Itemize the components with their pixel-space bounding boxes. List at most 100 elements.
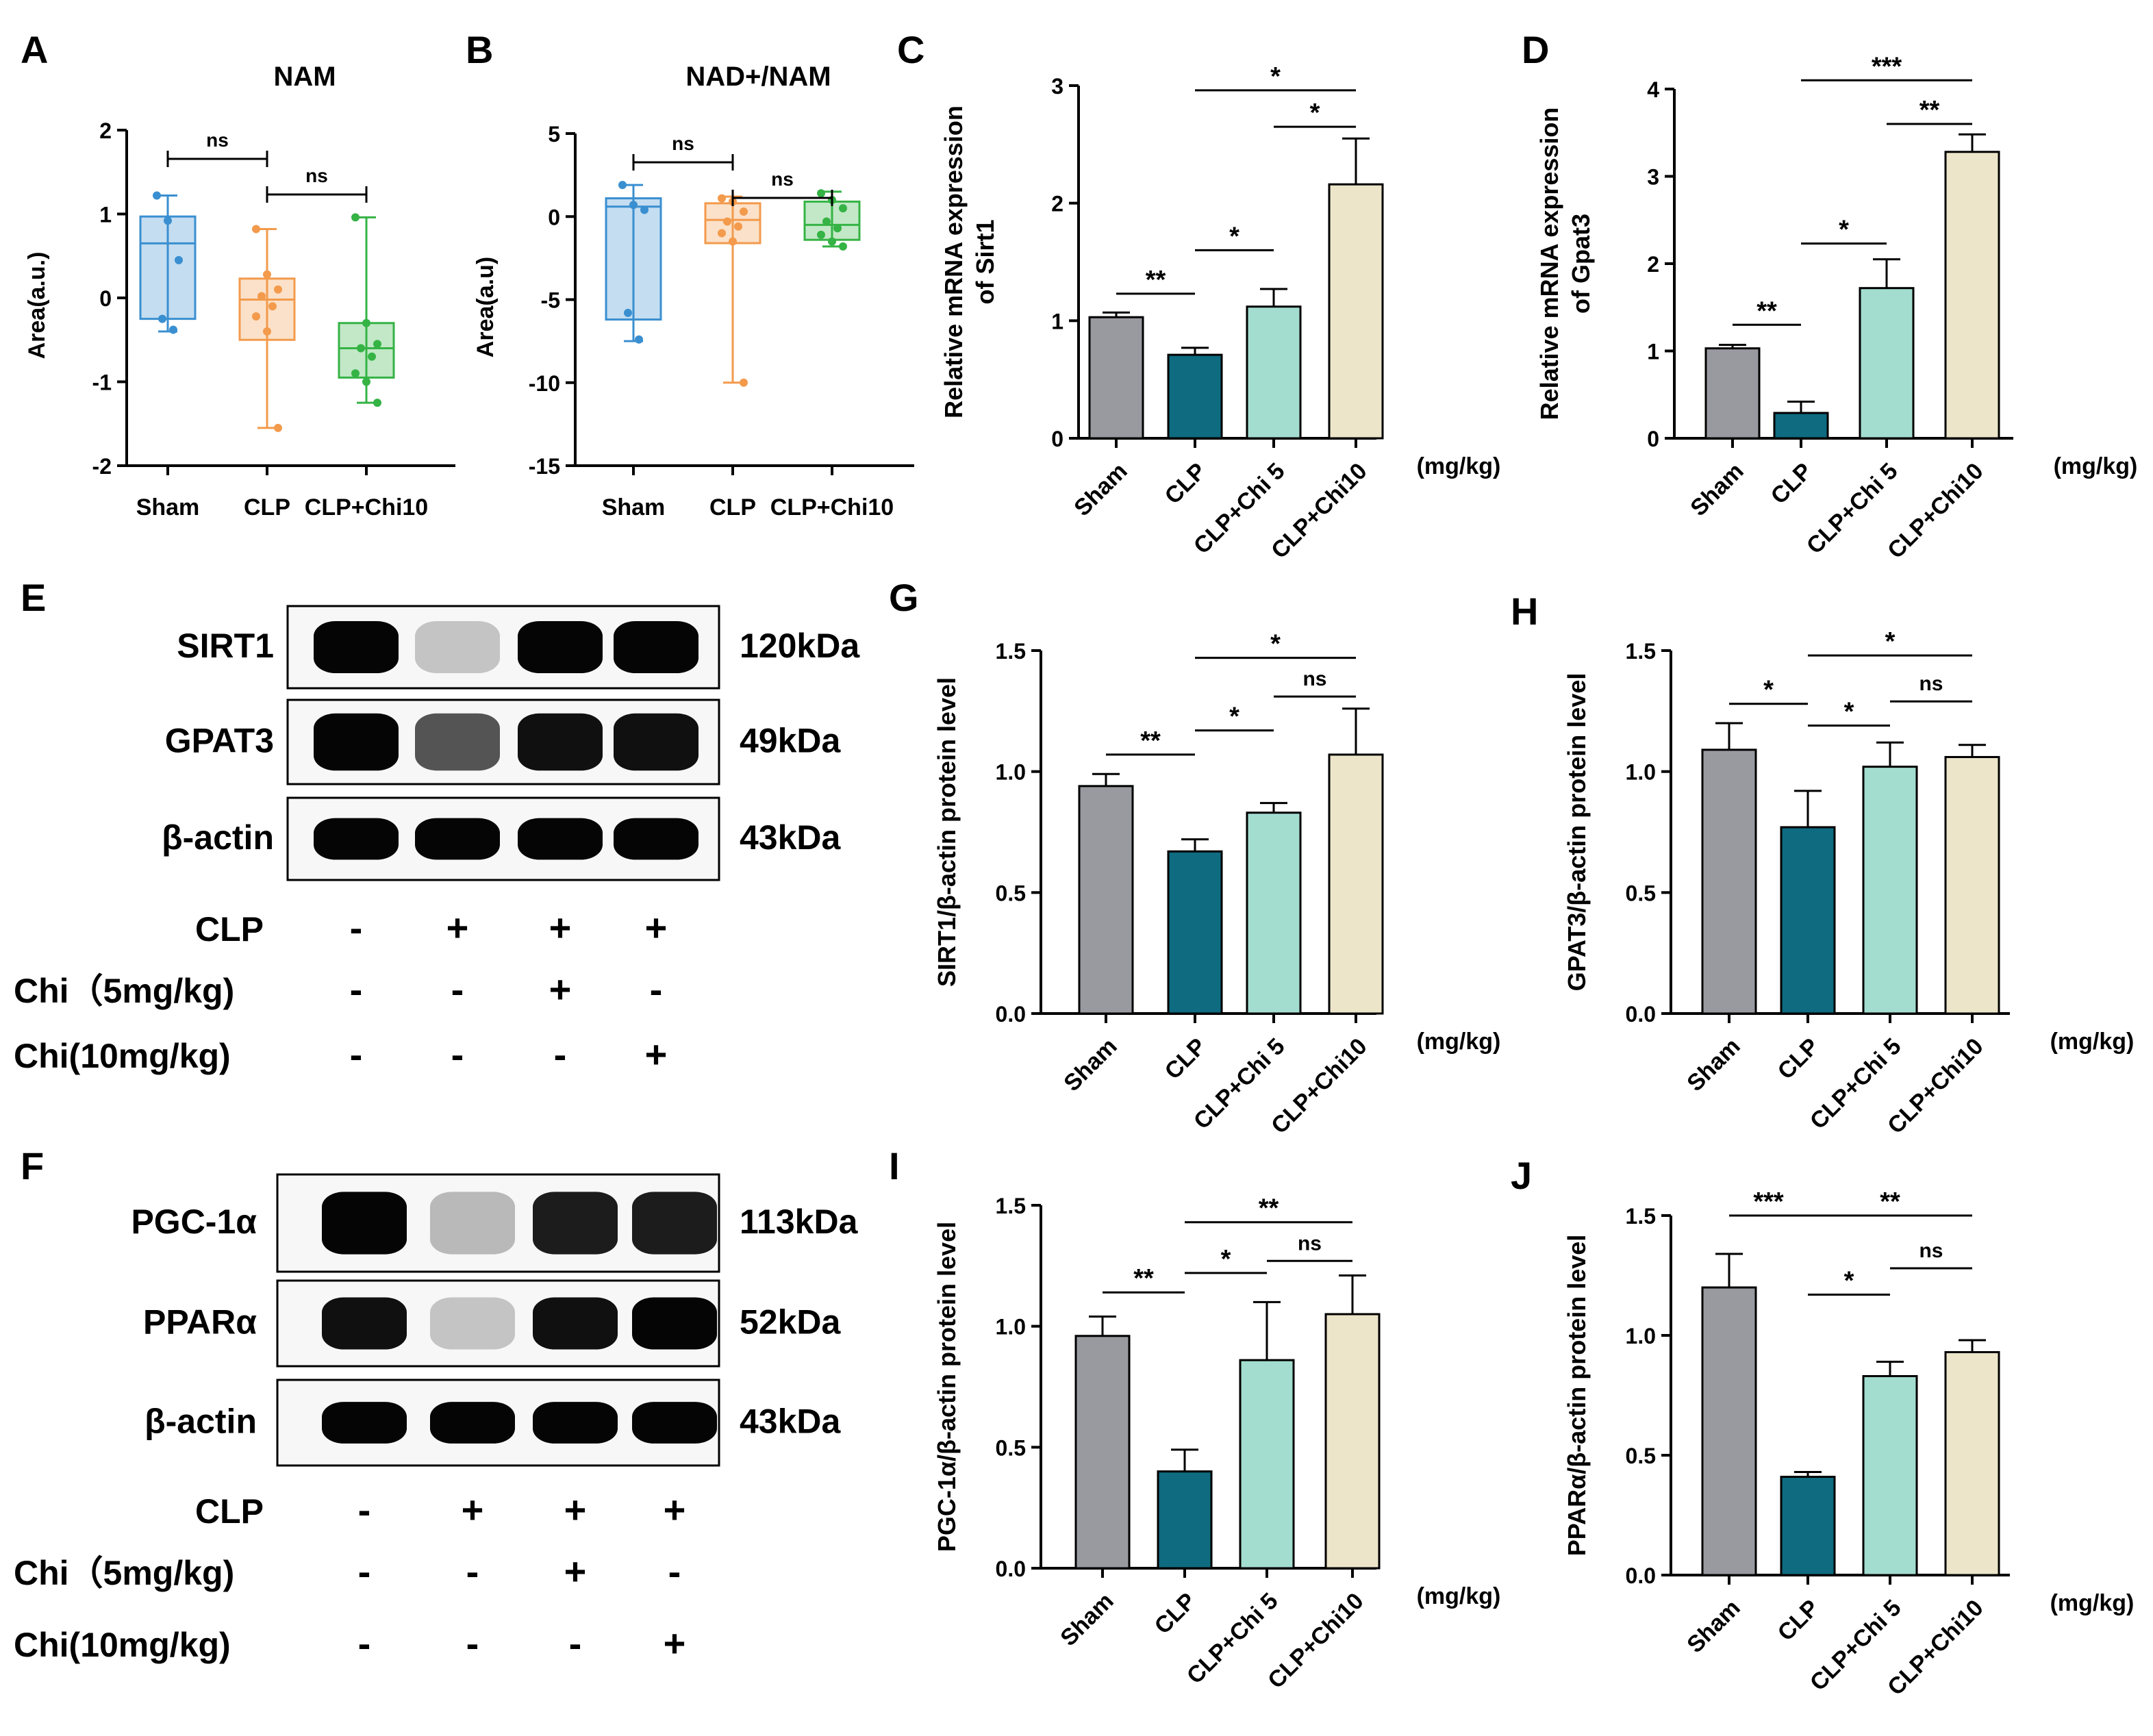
significance-label-d: * [1839,216,1849,244]
treatment-sign-f: + [564,1550,587,1593]
data-point-a [158,314,166,323]
significance-label-c: * [1270,62,1281,91]
bar-h [1862,766,1918,1015]
significance-label-i: * [1221,1245,1231,1274]
treatment-sign-f: - [569,1622,582,1665]
bar-j [1780,1476,1836,1576]
y-tick-label-i: 1.5 [996,1194,1026,1218]
bar-j [1862,1375,1918,1576]
data-point-a [274,285,282,294]
panel-letter-d: D [1522,28,1549,71]
bar-g [1246,812,1302,1015]
y-tick-label-d: 1 [1647,340,1659,364]
panel-letter-j: J [1511,1154,1532,1197]
y-tick-label-b: 5 [548,122,560,147]
western-blots-layer: SIRT1 120kDa GPAT3 49kDa β-actin 43kDa CLP - + + +… [14,605,860,1665]
blot-band-e [415,621,500,673]
y-axis-label-b: Area(a.u) [473,257,499,357]
treatment-label-e: CLP [195,910,264,948]
y-tick-label-j: 0.5 [1626,1444,1656,1468]
blot-band-f [632,1402,717,1444]
data-point-a [252,312,260,320]
data-point-a [164,216,172,225]
bar-i [1157,1470,1213,1570]
bar-i [1324,1313,1381,1570]
blot-band-f [430,1402,515,1444]
panel-letters: A B C D E G H F I J [21,28,1549,1197]
y-axis-label-g: SIRT1/β-actin protein level [933,677,961,987]
y-tick-label-a: 0 [99,286,112,311]
significance-label-j: * [1844,1267,1854,1296]
bar-g [1328,753,1384,1015]
significance-label-d: ** [1919,96,1940,125]
protein-label-f: PPARα [143,1303,257,1342]
y-tick-label-d: 4 [1647,77,1659,102]
significance-label-h: * [1763,676,1774,705]
significance-label-c: * [1229,222,1239,251]
blot-band-f [632,1297,717,1350]
unit-label-g: (mg/kg) [1417,1029,1501,1055]
x-category-label-h: Sham [1682,1033,1745,1096]
blot-band-f [430,1192,515,1255]
treatment-sign-e: - [451,1033,464,1076]
treatment-sign-f: - [358,1550,371,1593]
panel-letter-c: C [897,28,924,71]
x-category-label-b: CLP [709,494,756,520]
unit-label-h: (mg/kg) [2050,1029,2135,1055]
data-point-b [734,222,742,231]
data-point-b [822,217,831,226]
panel-letter-a: A [21,28,48,71]
chart-a: 2 1 0 -1 -2 Area(a.u.) NAM Sham CLP CLP+Chi10 ns ns [24,62,455,520]
x-category-label-c: Sham [1069,458,1132,521]
y-axis-label-h: GPAT3/β-actin protein level [1563,673,1591,992]
y-tick-label-j: 1.5 [1626,1204,1656,1229]
x-category-label-i: CLP [1150,1588,1201,1639]
significance-label-b: ns [672,133,694,154]
y-tick-label-g: 1.0 [996,760,1026,785]
treatment-sign-f: + [564,1488,587,1531]
y-axis-label-a: Area(a.u.) [24,252,50,360]
panel-letter-g: G [889,576,919,619]
bar-i [1074,1335,1131,1570]
significance-label-g: ** [1140,727,1161,755]
treatment-sign-f: + [664,1622,686,1665]
molecular-weight-label-e: 43kDa [740,818,842,857]
blot-band-f [533,1402,618,1444]
molecular-weight-label-e: 49kDa [740,722,842,760]
data-point-b [635,335,643,344]
box-iqr-b [605,197,662,321]
data-point-b [618,181,627,190]
blot-band-e [614,621,698,673]
significance-label-h: * [1844,698,1854,727]
blot-band-e [614,818,698,860]
y-axis-label-i: PGC-1α/β-actin protein level [933,1222,961,1552]
blot-band-e [314,713,399,771]
treatment-sign-e: + [645,1033,668,1076]
bar-h [1944,755,2000,1015]
x-category-label-c: CLP [1160,458,1211,510]
molecular-weight-label-f: 52kDa [740,1303,842,1342]
y-tick-label-d: 3 [1647,165,1659,190]
significance-label-h: ns [1919,672,1943,695]
panel-letter-f: F [21,1144,44,1187]
bar-c [1167,353,1223,440]
treatment-label-f: Chi(10mg/kg) [14,1626,231,1664]
data-point-a [373,399,381,407]
treatment-label-e: Chi（5mg/kg) [14,972,234,1010]
treatment-sign-f: - [358,1622,371,1665]
y-axis-label-c: of Sirt1 [971,219,999,304]
significance-label-a: ns [305,165,328,186]
data-point-a [362,318,370,327]
bar-c [1246,305,1302,440]
data-point-a [362,377,370,386]
data-point-a [373,340,381,349]
y-tick-label-i: 0.5 [996,1435,1026,1460]
x-category-label-i: Sham [1055,1588,1118,1651]
significance-label-c: * [1310,99,1320,127]
y-tick-label-h: 0.5 [1626,881,1656,905]
bar-d [1773,412,1829,440]
blot-band-e [518,713,603,771]
treatment-label-f: CLP [195,1492,264,1531]
blot-band-f [322,1192,407,1255]
y-tick-label-h: 1.5 [1626,639,1656,664]
